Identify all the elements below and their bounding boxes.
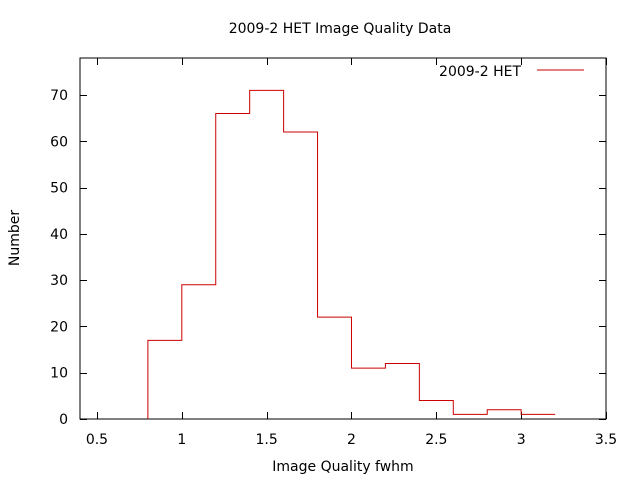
y-tick-label: 30 <box>50 273 68 289</box>
y-tick-label: 10 <box>50 366 68 382</box>
x-tick-label: 3.5 <box>595 432 617 448</box>
y-tick-label: 60 <box>50 134 68 150</box>
y-axis-label: Number <box>7 210 23 266</box>
legend-label: 2009-2 HET <box>439 64 521 80</box>
x-tick-label: 3 <box>517 432 526 448</box>
x-tick-label: 1 <box>177 432 186 448</box>
legend: 2009-2 HET <box>439 64 584 80</box>
x-axis-ticks: 0.5 1 1.5 2 2.5 3 3.5 <box>86 58 617 448</box>
y-tick-label: 20 <box>50 319 68 335</box>
histogram-series-line <box>147 89 556 419</box>
y-tick-label: 0 <box>59 412 68 428</box>
x-axis-label: Image Quality fwhm <box>272 459 413 475</box>
x-tick-label: 2 <box>347 432 356 448</box>
y-tick-label: 40 <box>50 227 68 243</box>
plot-frame <box>79 57 607 420</box>
chart-title: 2009-2 HET Image Quality Data <box>229 21 452 37</box>
x-tick-label: 2.5 <box>425 432 447 448</box>
y-tick-label: 70 <box>50 88 68 104</box>
y-axis-ticks: 0 10 20 30 40 50 60 70 <box>50 88 606 428</box>
x-tick-label: 1.5 <box>256 432 278 448</box>
y-tick-label: 50 <box>50 181 68 197</box>
x-tick-label: 0.5 <box>86 432 108 448</box>
